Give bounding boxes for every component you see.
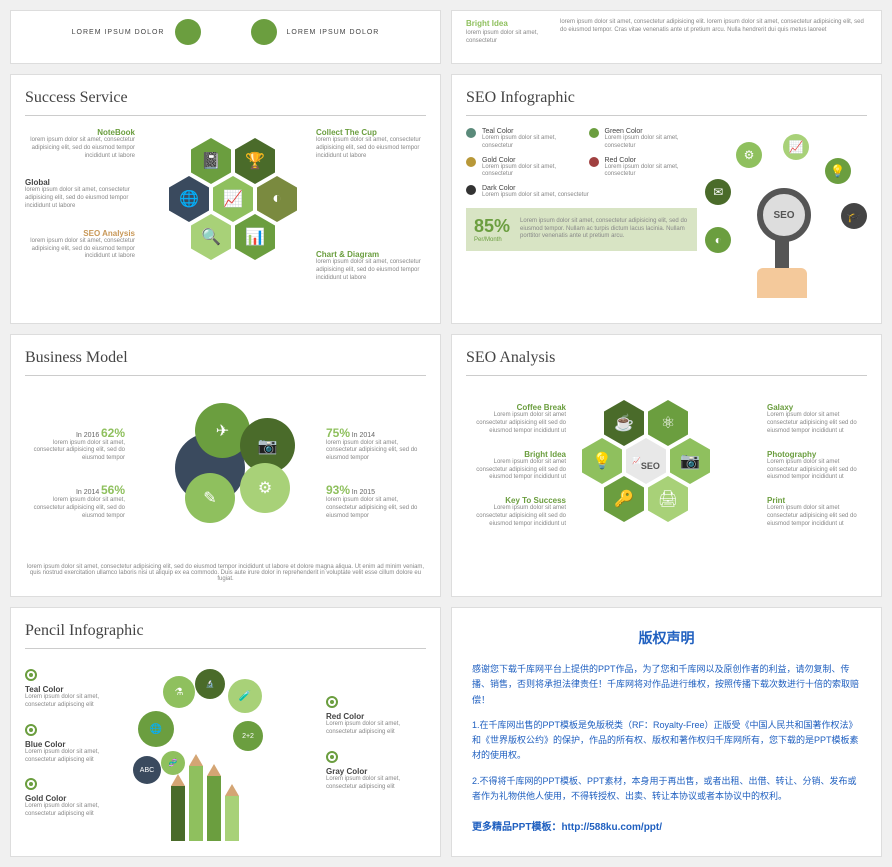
color-dot [466, 157, 476, 167]
hexagon-icon: 🔍 [191, 214, 231, 260]
collect-cup-label: Collect The Cup [316, 128, 426, 137]
bubble-icon: ✎ [185, 473, 235, 523]
orbit-icon: ⚙ [736, 142, 762, 168]
color-item: Red ColorLorem ipsum dolor sit amet, con… [589, 157, 698, 180]
orbit-icon: 📈 [783, 134, 809, 160]
copyright-p3: 2.不得将千库网的PPT模板、PPT素材，本身用于再出售，或者出租、出借、转让、… [472, 774, 861, 805]
pencil-icon [207, 776, 221, 841]
bubble-icon: 2+2 [233, 721, 263, 751]
hexagon-icon: 📊 [235, 214, 275, 260]
pct: 62% [101, 426, 125, 440]
title: SEO Infographic [466, 89, 867, 116]
hand-icon [757, 268, 807, 298]
circle-icon [175, 19, 201, 45]
orbit-icon: ◐ [705, 227, 731, 253]
sa-item: Bright IdeaLorem ipsum dolor sit amet co… [466, 450, 566, 482]
lorem: Lorem ipsum dolor sit amet, consectetur … [520, 218, 689, 241]
hexagon-icon: 🏆 [235, 138, 275, 184]
hexagon-icon: 🖨 [648, 476, 688, 522]
hexagon-icon: ⚛ [648, 400, 688, 446]
hexagon-icon: 💡 [582, 438, 622, 484]
color-dot [466, 185, 476, 195]
color-dot [589, 157, 599, 167]
bubble-icon: 🌐 [138, 711, 174, 747]
lorem: lorem ipsum dolor sit amet, consectetur [466, 30, 546, 46]
circle-icon [251, 19, 277, 45]
slide-partial-1: LOREM IPSUM DOLOR LOREM IPSUM DOLOR [10, 10, 441, 64]
copyright-p2: 1.在千库网出售的PPT模板是免版税类（RF：Royalty-Free）正版受《… [472, 718, 861, 764]
pct: 56% [101, 483, 125, 497]
sa-item: Coffee BreakLorem ipsum dolor sit amet c… [466, 403, 566, 435]
title: SEO Analysis [466, 349, 867, 376]
pencil-icon [225, 796, 239, 841]
global-label: Global [25, 178, 135, 187]
hexagon-icon: ☕ [604, 400, 644, 446]
hexagon-icon: 📈 [213, 176, 253, 222]
pencil-icon [171, 786, 185, 841]
copyright-p1: 感谢您下载千库网平台上提供的PPT作品，为了您和千库网以及原创作者的利益，请勿复… [472, 662, 861, 708]
color-item: Red ColorLorem ipsum dolor sit amet, con… [326, 696, 426, 737]
slide-copyright: 版权声明 感谢您下载千库网平台上提供的PPT作品，为了您和千库网以及原创作者的利… [451, 607, 882, 857]
percent-label: Per/Month [474, 237, 510, 243]
title: Pencil Infographic [25, 622, 426, 649]
ring-icon [326, 751, 338, 763]
bubble-icon: 🧪 [228, 679, 262, 713]
bubble-icon: ABC [133, 756, 161, 784]
orbit-icon: ✉ [705, 179, 731, 205]
slide-partial-2: Bright Idea lorem ipsum dolor sit amet, … [451, 10, 882, 64]
color-item: Dark ColorLorem ipsum dolor sit amet, co… [466, 185, 697, 200]
color-item: Teal ColorLorem ipsum dolor sit amet, co… [25, 669, 125, 710]
title: Success Service [25, 89, 426, 116]
color-dot [466, 128, 476, 138]
hexagon-icon: 📈SEO [626, 438, 666, 484]
hexagon-icon: 📓 [191, 138, 231, 184]
pencil-icon [189, 766, 203, 841]
slide-business-model: Business Model In 2016 62% lorem ipsum d… [10, 334, 441, 597]
bubble-icon: 🔬 [195, 669, 225, 699]
color-item: Gold ColorLorem ipsum dolor sit amet, co… [466, 157, 575, 180]
label: LOREM IPSUM DOLOR [25, 29, 165, 36]
color-item: Green ColorLorem ipsum dolor sit amet, c… [589, 128, 698, 151]
slide-seo-analysis: SEO Analysis Coffee BreakLorem ipsum dol… [451, 334, 882, 597]
bubble-icon: ⚙ [240, 463, 290, 513]
ring-icon [25, 669, 37, 681]
bubble-icon: ⚗ [163, 676, 195, 708]
copyright-title: 版权声明 [472, 628, 861, 648]
seo-analysis-label: SEO Analysis [25, 229, 135, 238]
color-item: Gold ColorLorem ipsum dolor sit amet, co… [25, 778, 125, 819]
bubble-icon: 🧬 [161, 751, 185, 775]
more-templates-link[interactable]: 更多精品PPT模板：http://588ku.com/ppt/ [472, 818, 861, 833]
hexagon-icon: ◐ [257, 176, 297, 222]
hexagon-icon: 🔑 [604, 476, 644, 522]
ring-icon [25, 778, 37, 790]
sa-item: PrintLorem ipsum dolor sit amet consecte… [767, 496, 867, 528]
color-item: Blue ColorLorem ipsum dolor sit amet, co… [25, 724, 125, 765]
sa-item: PhotographyLorem ipsum dolor sit amet co… [767, 450, 867, 482]
color-item: Gray ColorLorem ipsum dolor sit amet, co… [326, 751, 426, 792]
hexagon-icon: 📷 [670, 438, 710, 484]
orbit-icon: 🎓 [841, 203, 867, 229]
lorem: lorem ipsum dolor sit amet, consectetur … [560, 19, 867, 35]
pct: 75% [326, 426, 350, 440]
slide-success-service: Success Service NoteBook lorem ipsum dol… [10, 74, 441, 324]
percent: 85% [474, 216, 510, 237]
ring-icon [25, 724, 37, 736]
pct: 93% [326, 483, 350, 497]
chart-diagram-label: Chart & Diagram [316, 250, 426, 259]
sa-item: Key To SuccessLorem ipsum dolor sit amet… [466, 496, 566, 528]
slide-seo-infographic: SEO Infographic Teal ColorLorem ipsum do… [451, 74, 882, 324]
slide-pencil-infographic: Pencil Infographic Teal ColorLorem ipsum… [10, 607, 441, 857]
hexagon-icon: 🌐 [169, 176, 209, 222]
ring-icon [326, 696, 338, 708]
color-dot [589, 128, 599, 138]
notebook-label: NoteBook [25, 128, 135, 137]
bright-idea-label: Bright Idea [466, 19, 546, 28]
magnifier-icon: SEO [757, 188, 811, 242]
color-item: Teal ColorLorem ipsum dolor sit amet, co… [466, 128, 575, 151]
orbit-icon: 💡 [825, 158, 851, 184]
sa-item: GalaxyLorem ipsum dolor sit amet consect… [767, 403, 867, 435]
title: Business Model [25, 349, 426, 376]
footer-text: lorem ipsum dolor sit amet, consectetur … [25, 564, 426, 582]
label: LOREM IPSUM DOLOR [287, 29, 427, 36]
